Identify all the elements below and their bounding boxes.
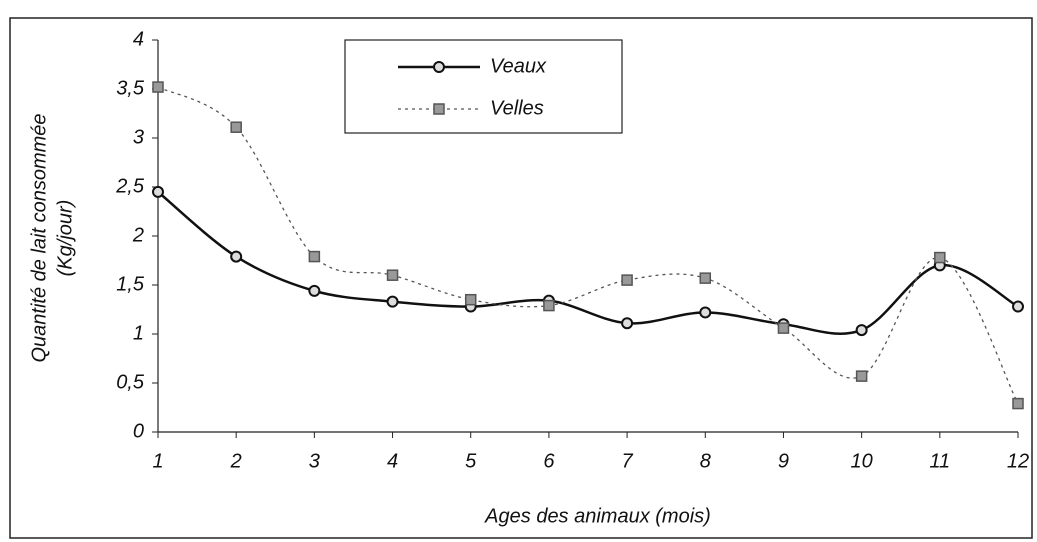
y-tick-label: 2 bbox=[132, 224, 144, 246]
legend-label: Velles bbox=[490, 97, 544, 119]
x-tick-label: 4 bbox=[387, 450, 398, 472]
y-axis-label: Quantité de lait consommée bbox=[28, 113, 50, 362]
x-tick-label: 1 bbox=[152, 450, 163, 472]
x-tick-label: 3 bbox=[309, 450, 320, 472]
marker bbox=[1012, 397, 1024, 410]
marker bbox=[308, 284, 321, 297]
x-tick-label: 8 bbox=[700, 450, 711, 472]
y-tick-label: 0 bbox=[133, 420, 144, 442]
marker bbox=[152, 185, 164, 198]
x-tick-label: 10 bbox=[851, 450, 873, 472]
y-tick-label: 3,5 bbox=[116, 77, 145, 99]
y-tick-label: 4 bbox=[133, 28, 144, 50]
marker bbox=[1012, 300, 1024, 313]
x-axis-label: Ages des animaux (mois) bbox=[484, 505, 711, 527]
legend-marker bbox=[433, 61, 445, 73]
marker bbox=[699, 306, 712, 319]
marker bbox=[621, 274, 633, 286]
x-tick-label: 11 bbox=[929, 450, 950, 472]
y-tick-label: 3 bbox=[133, 126, 144, 148]
marker bbox=[308, 250, 321, 263]
legend-marker bbox=[433, 103, 445, 115]
chart-frame bbox=[9, 17, 1033, 539]
marker bbox=[386, 295, 399, 308]
marker bbox=[855, 324, 868, 337]
y-axis-label: (Kg/jour) bbox=[54, 200, 76, 277]
x-tick-label: 7 bbox=[622, 450, 634, 472]
marker bbox=[621, 317, 634, 330]
y-tick-label: 0,5 bbox=[116, 371, 145, 393]
marker bbox=[386, 269, 399, 281]
marker bbox=[230, 121, 242, 133]
x-tick-label: 9 bbox=[778, 450, 789, 472]
marker bbox=[855, 370, 868, 382]
x-tick-label: 6 bbox=[543, 450, 555, 472]
x-tick-label: 12 bbox=[1007, 450, 1029, 472]
x-tick-label: 2 bbox=[230, 450, 242, 472]
y-tick-label: 1,5 bbox=[116, 273, 145, 295]
marker bbox=[464, 293, 477, 306]
legend-label: Veaux bbox=[490, 55, 547, 77]
marker bbox=[934, 251, 946, 264]
y-tick-label: 2,5 bbox=[115, 175, 145, 197]
marker bbox=[543, 299, 555, 312]
series-line bbox=[157, 190, 1019, 335]
y-tick-label: 1 bbox=[133, 322, 144, 344]
series-line bbox=[157, 86, 1019, 404]
marker bbox=[152, 81, 164, 93]
marker bbox=[777, 322, 790, 334]
x-tick-label: 5 bbox=[465, 450, 477, 472]
marker bbox=[699, 272, 712, 284]
legend-box bbox=[344, 39, 623, 134]
marker bbox=[230, 250, 243, 263]
